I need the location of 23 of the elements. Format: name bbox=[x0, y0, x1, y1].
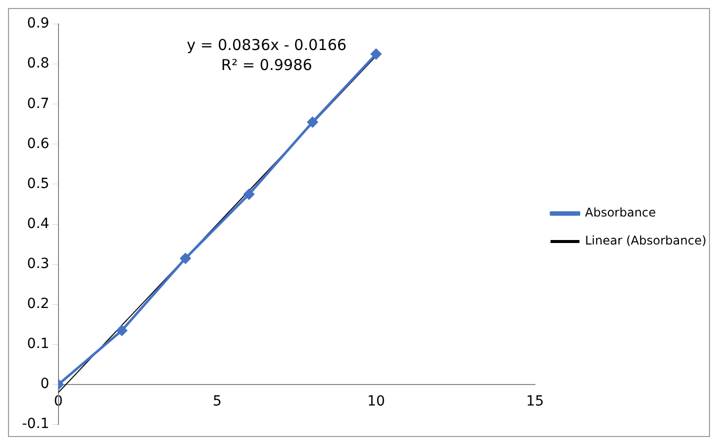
y-tick-label: -0.1 bbox=[22, 416, 50, 432]
y-tick-label: 0.5 bbox=[27, 176, 50, 192]
x-tick-label: 10 bbox=[367, 394, 386, 410]
y-tick-label: 0.1 bbox=[27, 336, 50, 352]
y-tick-label: 0 bbox=[40, 376, 50, 392]
legend-label: Absorbance bbox=[585, 206, 656, 220]
point bbox=[180, 253, 191, 264]
point bbox=[116, 325, 128, 336]
y-tick-label: 0.8 bbox=[27, 56, 50, 72]
x-tick-label: 5 bbox=[212, 394, 222, 410]
y-tick-label: 0.2 bbox=[27, 296, 50, 312]
y-tick-label: 0.9 bbox=[27, 16, 50, 32]
y-tick-label: 0.4 bbox=[27, 216, 50, 232]
y-tick-label: 0.3 bbox=[27, 256, 50, 272]
annotation: y = 0.0836x - 0.0166 bbox=[186, 36, 347, 54]
legend-label: Linear (Absorbance) bbox=[585, 234, 706, 248]
y-tick-label: 0.7 bbox=[27, 96, 50, 112]
point bbox=[370, 48, 382, 60]
point bbox=[244, 189, 254, 200]
y-tick-label: 0.6 bbox=[27, 136, 50, 152]
x-tick-label: 15 bbox=[526, 394, 544, 410]
point bbox=[307, 116, 318, 128]
annotation: R² = 0.9986 bbox=[221, 56, 312, 74]
